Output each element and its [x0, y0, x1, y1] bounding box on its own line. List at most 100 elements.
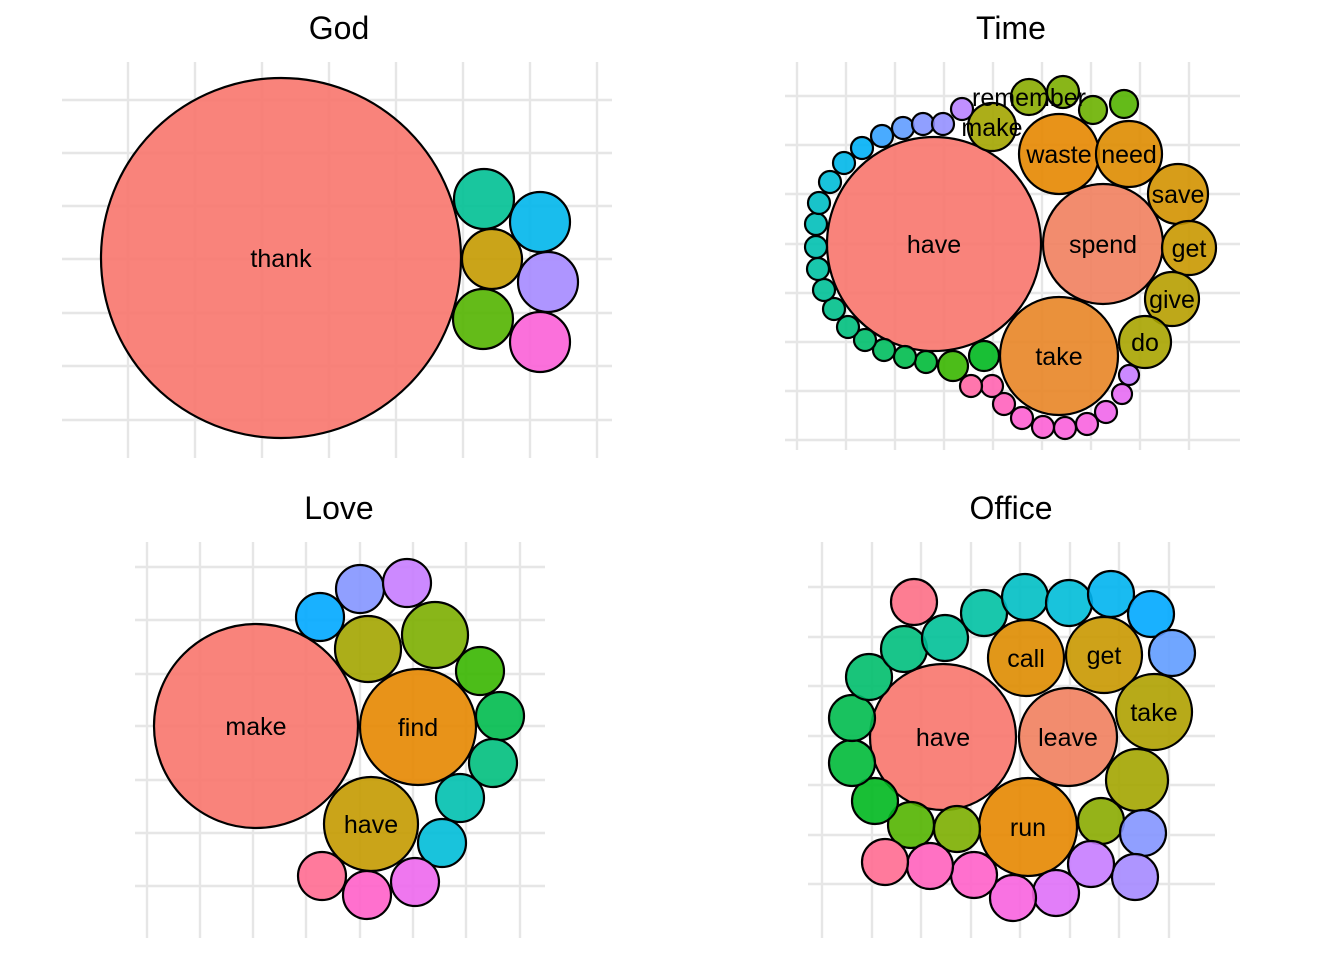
bubble-do [1117, 314, 1173, 370]
bubble [1074, 411, 1100, 437]
bubble-label: make [225, 713, 286, 741]
bubble [831, 150, 857, 176]
bubble-label: need [1101, 141, 1157, 169]
bubble [1110, 382, 1134, 406]
bubble [892, 344, 918, 370]
bubble [434, 772, 486, 824]
bubble [879, 624, 929, 674]
bubble [817, 169, 843, 195]
bubble [958, 373, 984, 399]
bubble-find [358, 667, 478, 787]
bubble [508, 190, 572, 254]
bubble [850, 776, 900, 826]
bubble [451, 287, 515, 351]
bubble [806, 190, 832, 216]
bubble-label: spend [1069, 231, 1137, 259]
panel-love: Love make find have [135, 490, 545, 938]
bubble [416, 817, 468, 869]
bubble [930, 111, 956, 137]
bubbles: have spend take waste need save get give do maker… [803, 74, 1218, 441]
bubble [889, 577, 939, 627]
panel-title: Love [304, 490, 373, 526]
bubble [860, 837, 910, 887]
bubble [1108, 88, 1140, 120]
bubble-label: make [961, 114, 1022, 142]
panel-time: Time have spend take waste need save get give do m… [785, 10, 1240, 450]
bubble-label: have [907, 231, 961, 259]
bubble [1030, 414, 1056, 440]
bubble [1118, 808, 1168, 858]
bubble [988, 873, 1038, 923]
bubble [400, 600, 470, 670]
bubble [959, 588, 1009, 638]
bubble-label: thank [250, 245, 312, 273]
bubble-label: have [344, 811, 398, 839]
bubble [827, 738, 877, 788]
bubble [341, 869, 393, 921]
bubble-label: take [1130, 699, 1177, 727]
bubble [1086, 569, 1136, 619]
bubble-label: get [1087, 642, 1122, 670]
bubble-label: give [1149, 286, 1195, 314]
bubble-give [1143, 270, 1201, 328]
bubble [1044, 578, 1094, 628]
bubble [852, 327, 878, 353]
panel-title: Time [976, 10, 1046, 46]
bubble [920, 613, 970, 663]
bubble [294, 591, 346, 643]
bubble [452, 167, 516, 231]
bubble [333, 614, 403, 684]
bubble [871, 337, 897, 363]
bubble [460, 227, 524, 291]
bubble [905, 841, 955, 891]
panel-god: God thank [62, 10, 612, 458]
bubble-label: have [916, 724, 970, 752]
bubble [1066, 839, 1116, 889]
bubble [967, 339, 1001, 373]
bubble [849, 135, 875, 161]
bubble-label: do [1131, 329, 1159, 357]
bubble [334, 563, 386, 615]
bubble [1093, 399, 1119, 425]
bubble [1000, 572, 1050, 622]
bubble [381, 557, 433, 609]
bubble [389, 856, 441, 908]
bubble [508, 310, 572, 374]
bubble [913, 349, 939, 375]
bubble-get [1160, 219, 1218, 277]
bubble [1031, 868, 1081, 918]
bubbles: thank [99, 76, 580, 440]
bubble-label: find [398, 714, 438, 742]
bubble-label: save [1152, 181, 1205, 209]
bubble-make [152, 622, 360, 830]
bubble [844, 652, 894, 702]
bubble [910, 111, 936, 137]
bubble-label: call [1007, 645, 1045, 673]
bubble [811, 277, 837, 303]
bubble-make [966, 101, 1018, 153]
bubble [835, 314, 861, 340]
bubble [516, 250, 580, 314]
bubble [803, 234, 829, 260]
bubble [869, 123, 895, 149]
bubble [827, 693, 877, 743]
panel-office: Office have leave run call get take [808, 490, 1215, 938]
bubble [979, 373, 1005, 399]
bubble [1110, 852, 1160, 902]
bubble [936, 349, 970, 383]
bubble-leave [1017, 686, 1119, 788]
bubble-need [1094, 119, 1164, 189]
bubbles: have leave run call get take [827, 569, 1197, 923]
bubble [1052, 415, 1078, 441]
bubble [1077, 94, 1109, 126]
bubble [1045, 74, 1081, 110]
bubble-label: waste [1025, 141, 1091, 169]
bubble-label: remember [972, 84, 1086, 112]
bubbles: make find have [152, 557, 526, 921]
bubble-label: run [1010, 814, 1046, 842]
bubble [890, 115, 916, 141]
bubble [1009, 405, 1035, 431]
bubble [949, 96, 975, 122]
bubble [1126, 589, 1176, 639]
